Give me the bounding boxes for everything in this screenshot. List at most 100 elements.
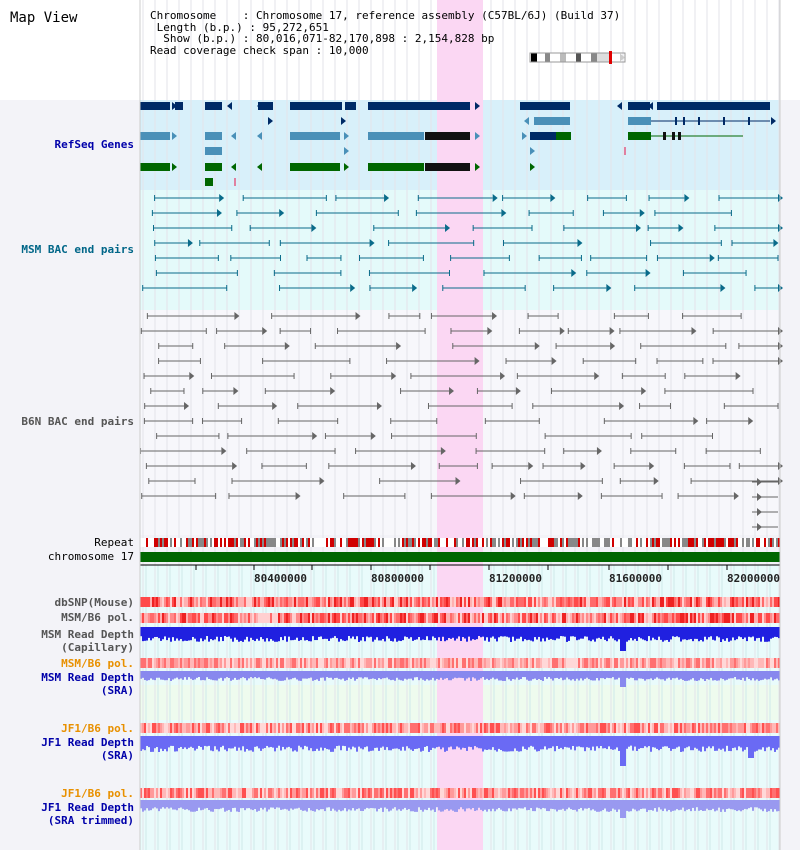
track-label-msm-b6-pol-2[interactable]: MSM/B6 pol.	[61, 657, 134, 670]
depth-bar	[350, 800, 352, 811]
depth-bar	[430, 800, 432, 811]
heatmap-cell	[608, 723, 610, 733]
depth-bar	[760, 800, 762, 810]
depth-bar	[532, 671, 534, 680]
heatmap-cell	[768, 658, 770, 668]
track-label-dbsnp[interactable]: dbSNP(Mouse)	[54, 596, 134, 609]
heatmap-cell	[612, 613, 614, 623]
depth-bar	[762, 736, 764, 748]
repeat-element	[480, 538, 482, 547]
heatmap-cell	[654, 788, 656, 798]
heatmap-cell	[686, 723, 688, 733]
track-label-msm-bac[interactable]: MSM BAC end pairs	[21, 243, 134, 256]
depth-bar	[434, 736, 436, 749]
heatmap-cell	[490, 597, 492, 607]
heatmap-cell	[268, 597, 270, 607]
depth-bar	[474, 627, 476, 640]
depth-bar	[230, 671, 232, 681]
heatmap-cell	[602, 723, 604, 733]
heatmap-cell	[636, 723, 638, 733]
heatmap-cell	[288, 613, 290, 623]
depth-bar	[156, 800, 158, 809]
heatmap-cell	[548, 613, 550, 623]
depth-bar	[540, 627, 542, 642]
depth-bar	[238, 671, 240, 680]
heatmap-cell	[708, 597, 710, 607]
depth-bar	[730, 671, 732, 679]
depth-bar	[694, 800, 696, 811]
repeat-element	[560, 538, 562, 547]
heatmap-cell	[226, 723, 228, 733]
heatmap-cell	[562, 723, 564, 733]
depth-bar	[320, 627, 322, 637]
depth-bar	[358, 800, 360, 809]
depth-bar	[688, 736, 690, 747]
heatmap-cell	[658, 658, 660, 668]
repeat-element	[570, 538, 572, 547]
heatmap-cell	[652, 788, 654, 798]
track-label-jf1-depth-trim-1[interactable]: JF1 Read Depth	[41, 801, 134, 814]
heatmap-cell	[684, 658, 686, 668]
heatmap-cell	[568, 658, 570, 668]
heatmap-cell	[576, 788, 578, 798]
repeat-element	[678, 538, 680, 547]
heatmap-cell	[228, 658, 230, 668]
gene-strand-arrow	[172, 163, 177, 171]
track-label-msm-b6-pol-1[interactable]: MSM/B6 pol.	[61, 611, 134, 624]
track-label-jf1-depth-sra-1[interactable]: JF1 Read Depth	[41, 736, 134, 749]
heatmap-cell	[296, 658, 298, 668]
track-label-b6n-bac[interactable]: B6N BAC end pairs	[21, 415, 134, 428]
repeat-element	[274, 538, 276, 547]
track-label-refseq[interactable]: RefSeq Genes	[54, 138, 134, 151]
depth-bar	[204, 736, 206, 746]
heatmap-cell	[732, 613, 734, 623]
repeat-element	[482, 538, 484, 547]
heatmap-cell	[776, 723, 778, 733]
depth-bar	[144, 800, 146, 811]
heatmap-cell	[172, 788, 174, 798]
repeat-element	[462, 538, 464, 547]
heatmap-cell	[550, 613, 552, 623]
depth-bar	[382, 800, 384, 812]
depth-bar	[532, 627, 534, 642]
depth-bar	[304, 627, 306, 641]
depth-bar	[726, 627, 728, 639]
heatmap-cell	[186, 597, 188, 607]
depth-bar	[234, 671, 236, 678]
depth-bar	[500, 800, 502, 810]
heatmap-cell	[514, 597, 516, 607]
depth-bar	[236, 671, 238, 680]
track-label-jf1-depth-trim-2: (SRA trimmed)	[47, 814, 134, 827]
depth-bar	[770, 736, 772, 751]
heatmap-cell	[196, 597, 198, 607]
depth-bar	[426, 627, 428, 637]
heatmap-cell	[538, 723, 540, 733]
heatmap-cell	[772, 723, 774, 733]
bac-end-marker	[559, 327, 565, 335]
heatmap-cell	[638, 788, 640, 798]
heatmap-cell	[318, 788, 320, 798]
heatmap-cell	[408, 723, 410, 733]
depth-bar	[650, 800, 652, 810]
track-label-jf1-b6-pol-2[interactable]: JF1/B6 pol.	[61, 787, 134, 800]
repeat-element	[260, 538, 262, 547]
heatmap-cell	[766, 723, 768, 733]
heatmap-cell	[324, 788, 326, 798]
heatmap-cell	[572, 658, 574, 668]
heatmap-cell	[626, 613, 628, 623]
heatmap-cell	[218, 658, 220, 668]
track-label-jf1-b6-pol-1[interactable]: JF1/B6 pol.	[61, 722, 134, 735]
heatmap-cell	[586, 613, 588, 623]
track-label-msm-depth-sra-1[interactable]: MSM Read Depth	[41, 671, 134, 684]
heatmap-cell	[708, 723, 710, 733]
heatmap-cell	[648, 613, 650, 623]
heatmap-cell	[246, 613, 248, 623]
heatmap-cell	[372, 788, 374, 798]
heatmap-cell	[660, 788, 662, 798]
heatmap-cell	[748, 658, 750, 668]
depth-bar	[412, 800, 414, 812]
track-label-msm-depth-cap-1[interactable]: MSM Read Depth	[41, 628, 134, 641]
heatmap-cell	[320, 597, 322, 607]
